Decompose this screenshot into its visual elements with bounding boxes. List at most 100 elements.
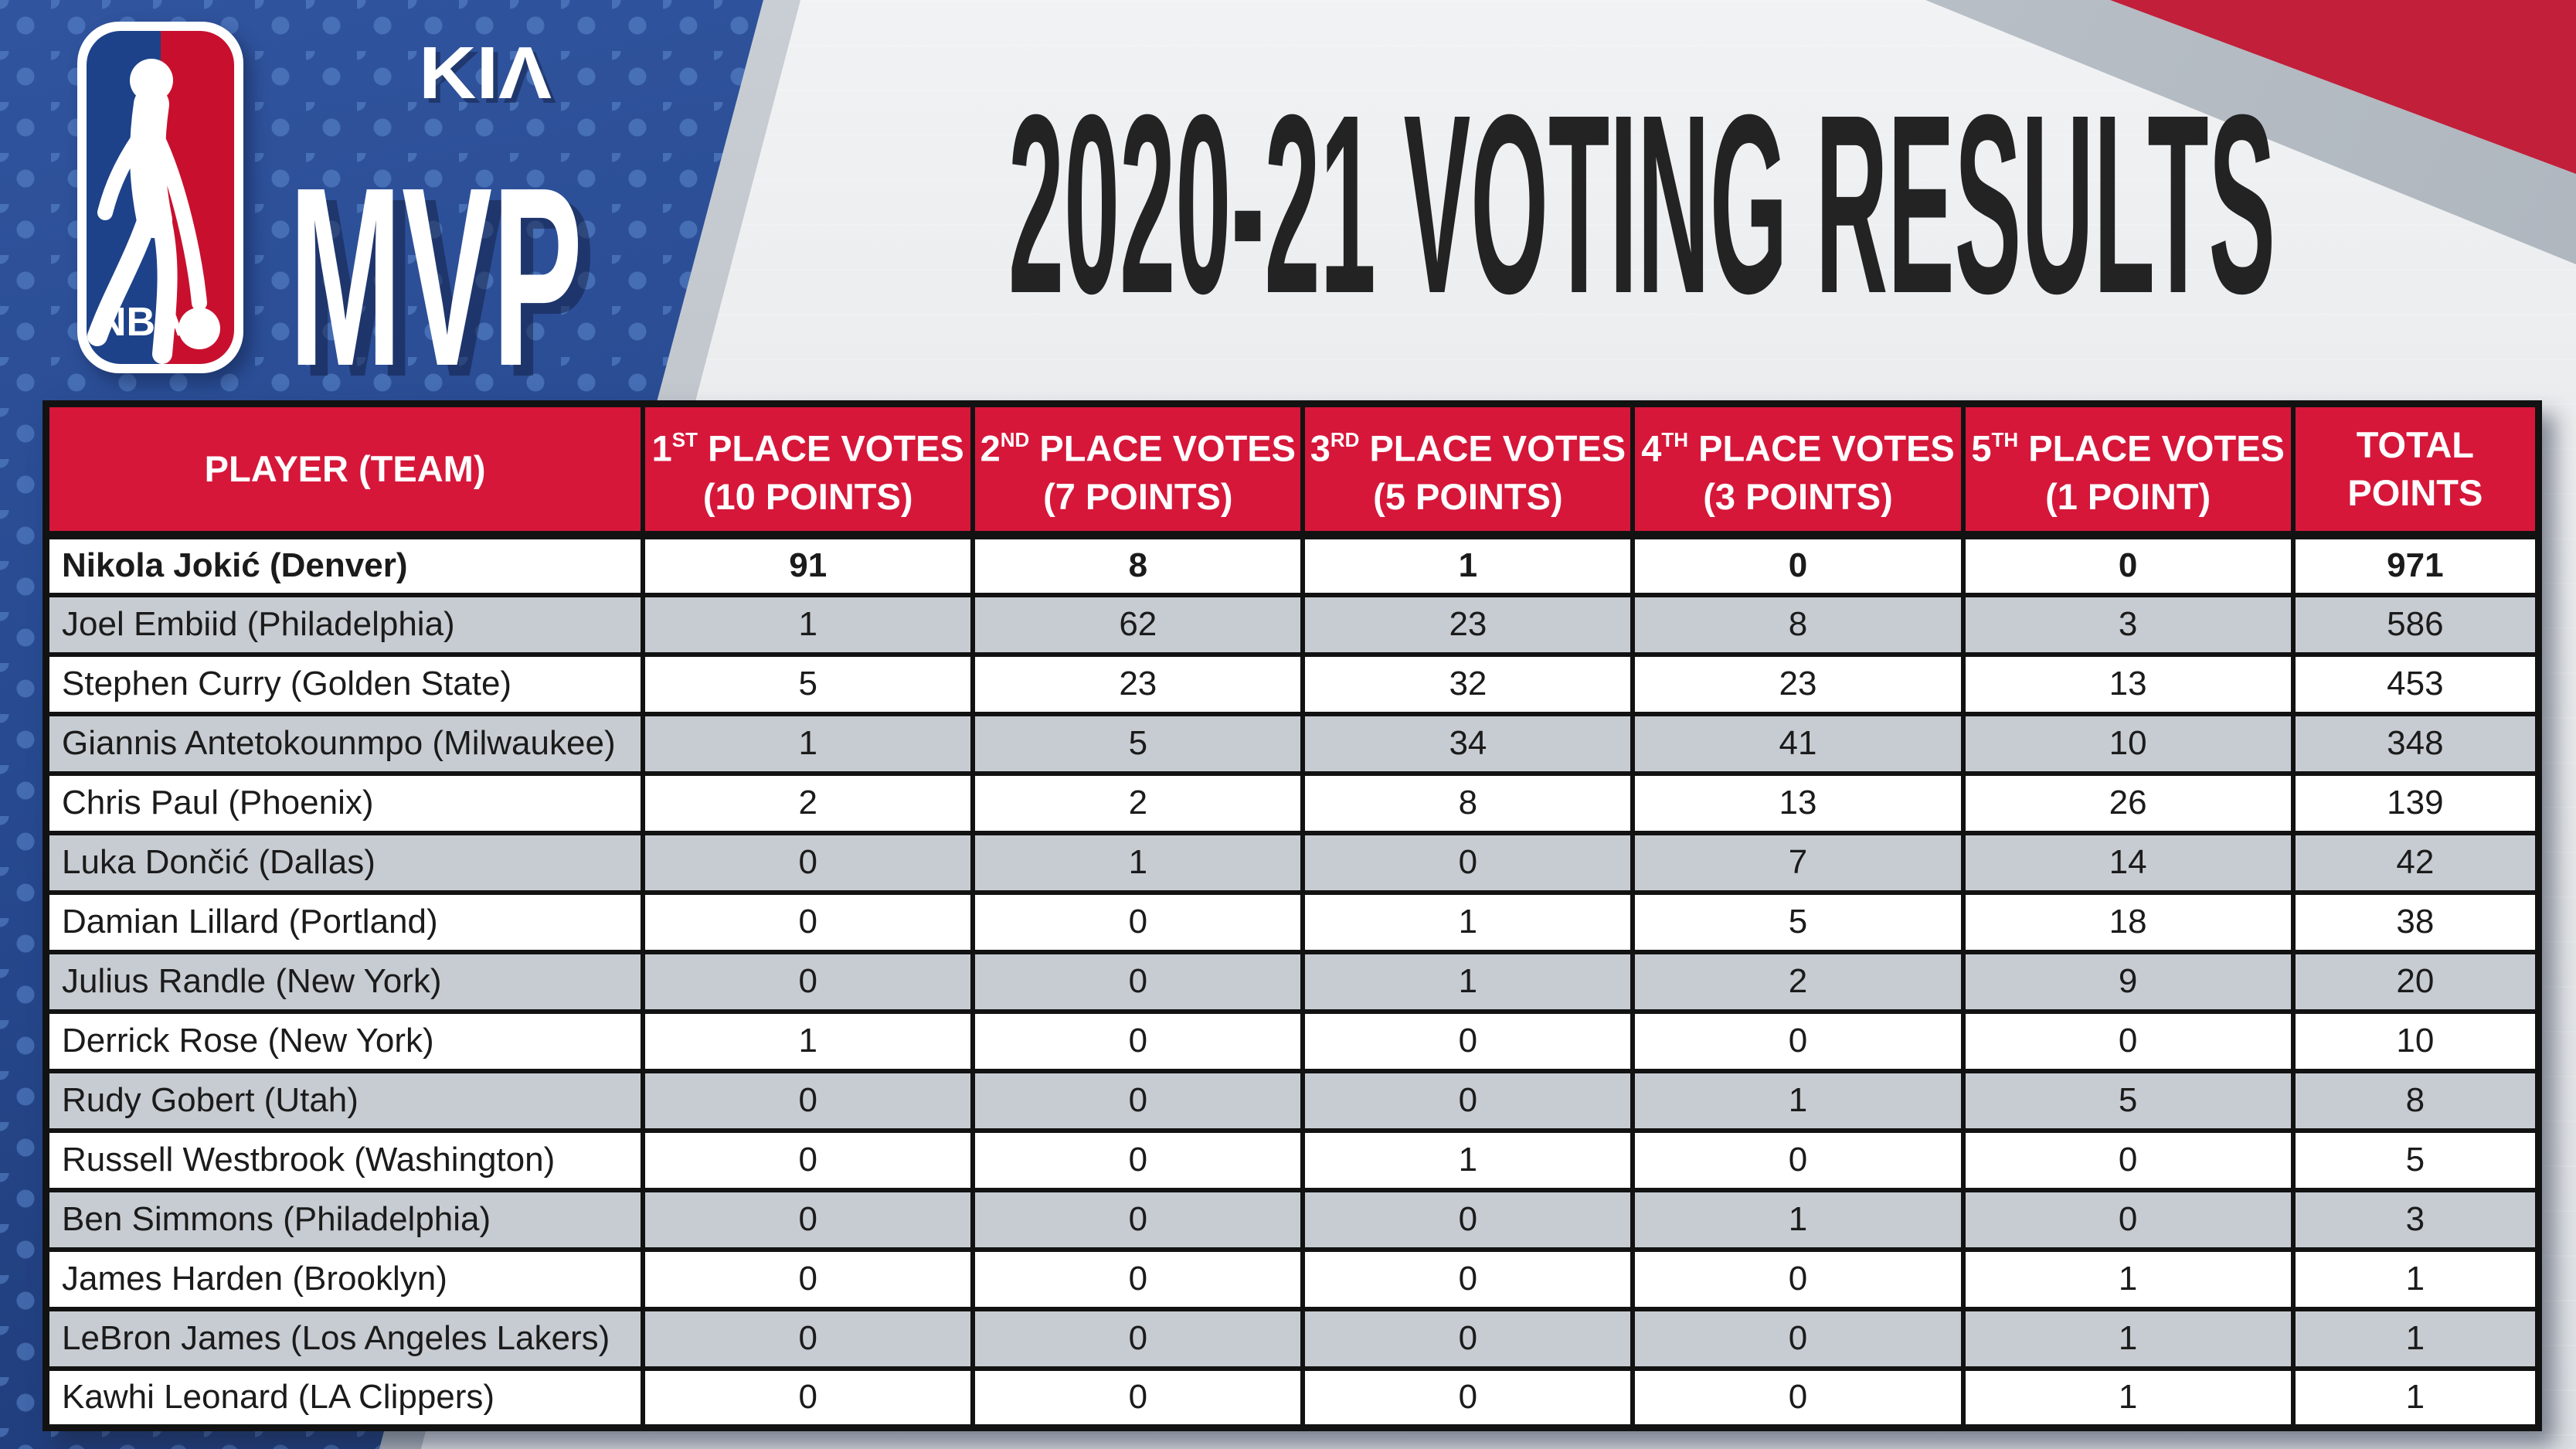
column-header: 3RD PLACE VOTES (5 POINTS) bbox=[1300, 401, 1636, 539]
votes-cell: 453 bbox=[2290, 651, 2541, 716]
votes-cell: 10 bbox=[2290, 1009, 2541, 1073]
votes-cell: 5 bbox=[641, 651, 976, 716]
votes-cell: 0 bbox=[970, 1247, 1306, 1311]
votes-cell: 8 bbox=[2290, 1068, 2541, 1133]
votes-cell: 5 bbox=[2290, 1128, 2541, 1192]
votes-cell: 0 bbox=[970, 889, 1306, 954]
table-row: Russell Westbrook (Washington) 0 0 1 0 0 5 bbox=[43, 1128, 2541, 1192]
votes-cell: 1 bbox=[970, 830, 1306, 895]
votes-cell: 0 bbox=[1300, 1068, 1636, 1133]
votes-cell: 0 bbox=[1960, 1009, 2296, 1073]
votes-cell: 1 bbox=[641, 592, 976, 657]
votes-cell: 0 bbox=[1300, 1366, 1636, 1430]
votes-cell: 0 bbox=[1630, 1306, 1966, 1371]
votes-cell: 3 bbox=[2290, 1187, 2541, 1252]
votes-cell: 42 bbox=[2290, 830, 2541, 895]
votes-cell: 26 bbox=[1960, 770, 2296, 835]
votes-cell: 1 bbox=[1300, 532, 1636, 597]
player-cell: Julius Randle (New York) bbox=[43, 949, 646, 1014]
votes-cell: 1 bbox=[2290, 1366, 2541, 1430]
votes-cell: 1 bbox=[1960, 1247, 2296, 1311]
votes-cell: 8 bbox=[1630, 592, 1966, 657]
column-header: TOTAL POINTS bbox=[2290, 401, 2541, 539]
votes-cell: 1 bbox=[2290, 1247, 2541, 1311]
kia-logo-text: KIΛ bbox=[419, 32, 552, 114]
table-row: LeBron James (Los Angeles Lakers) 0 0 0 0 1 1 bbox=[43, 1306, 2541, 1371]
votes-cell: 0 bbox=[641, 889, 976, 954]
player-cell: Derrick Rose (New York) bbox=[43, 1009, 646, 1073]
ordinal-superscript: ST bbox=[671, 428, 698, 452]
votes-cell: 0 bbox=[641, 1187, 976, 1252]
votes-cell: 32 bbox=[1300, 651, 1636, 716]
votes-cell: 0 bbox=[641, 949, 976, 1014]
votes-cell: 0 bbox=[1300, 1187, 1636, 1252]
ordinal-superscript: ND bbox=[1000, 428, 1030, 452]
table-row: Joel Embiid (Philadelphia) 1 62 23 8 3 586 bbox=[43, 592, 2541, 657]
votes-cell: 0 bbox=[970, 949, 1306, 1014]
player-cell: Kawhi Leonard (LA Clippers) bbox=[43, 1366, 646, 1430]
table-row: Chris Paul (Phoenix) 2 2 8 13 26 139 bbox=[43, 770, 2541, 835]
votes-cell: 971 bbox=[2290, 532, 2541, 597]
page-title-text: 2020-21 VOTING RESULTS bbox=[1008, 73, 2275, 328]
votes-cell: 0 bbox=[1960, 1128, 2296, 1192]
votes-cell: 0 bbox=[970, 1068, 1306, 1133]
votes-cell: 5 bbox=[1960, 1068, 2296, 1133]
votes-cell: 586 bbox=[2290, 592, 2541, 657]
votes-cell: 20 bbox=[2290, 949, 2541, 1014]
votes-cell: 2 bbox=[641, 770, 976, 835]
votes-cell: 0 bbox=[1960, 532, 2296, 597]
votes-cell: 13 bbox=[1960, 651, 2296, 716]
ordinal-superscript: TH bbox=[1661, 428, 1689, 452]
votes-cell: 0 bbox=[641, 1306, 976, 1371]
table-row: James Harden (Brooklyn) 0 0 0 0 1 1 bbox=[43, 1247, 2541, 1311]
votes-cell: 1 bbox=[2290, 1306, 2541, 1371]
player-cell: Damian Lillard (Portland) bbox=[43, 889, 646, 954]
votes-cell: 41 bbox=[1630, 711, 1966, 776]
player-cell: LeBron James (Los Angeles Lakers) bbox=[43, 1306, 646, 1371]
votes-cell: 2 bbox=[1630, 949, 1966, 1014]
kia-logo: KIΛ KIΛ bbox=[419, 32, 556, 119]
votes-cell: 0 bbox=[1300, 830, 1636, 895]
votes-cell: 38 bbox=[2290, 889, 2541, 954]
votes-cell: 5 bbox=[970, 711, 1306, 776]
player-cell: Nikola Jokić (Denver) bbox=[43, 532, 646, 597]
votes-cell: 7 bbox=[1630, 830, 1966, 895]
nba-logo-inner: NBA bbox=[87, 31, 234, 364]
ordinal-superscript: RD bbox=[1330, 428, 1360, 452]
player-cell: Stephen Curry (Golden State) bbox=[43, 651, 646, 716]
column-header: 1ST PLACE VOTES (10 POINTS) bbox=[641, 401, 976, 539]
player-cell: Ben Simmons (Philadelphia) bbox=[43, 1187, 646, 1252]
column-header: 2ND PLACE VOTES (7 POINTS) bbox=[970, 401, 1306, 539]
nba-logo-text: NBA bbox=[97, 300, 185, 345]
votes-cell: 348 bbox=[2290, 711, 2541, 776]
votes-cell: 0 bbox=[970, 1187, 1306, 1252]
table-row: Derrick Rose (New York) 1 0 0 0 0 10 bbox=[43, 1009, 2541, 1073]
votes-cell: 0 bbox=[1300, 1247, 1636, 1311]
page-title: 2020-21 VOTING RESULTS bbox=[1008, 73, 2275, 328]
votes-cell: 1 bbox=[641, 711, 976, 776]
voting-results-table: PLAYER (TEAM) 1ST PLACE VOTES (10 POINTS) 2… bbox=[42, 400, 2542, 1431]
kia-logo-shadow: KIΛ bbox=[423, 36, 556, 119]
table-row: Julius Randle (New York) 0 0 1 2 9 20 bbox=[43, 949, 2541, 1014]
votes-cell: 1 bbox=[1300, 1128, 1636, 1192]
player-cell: Chris Paul (Phoenix) bbox=[43, 770, 646, 835]
votes-cell: 0 bbox=[970, 1306, 1306, 1371]
votes-cell: 0 bbox=[970, 1009, 1306, 1073]
nba-player-silhouette-icon bbox=[87, 59, 220, 364]
player-cell: Russell Westbrook (Washington) bbox=[43, 1128, 646, 1192]
votes-cell: 0 bbox=[641, 1366, 976, 1430]
table-row: Luka Dončić (Dallas) 0 1 0 7 14 42 bbox=[43, 830, 2541, 895]
votes-cell: 0 bbox=[641, 1247, 976, 1311]
table-row: Damian Lillard (Portland) 0 0 1 5 18 38 bbox=[43, 889, 2541, 954]
table-row: Ben Simmons (Philadelphia) 0 0 0 1 0 3 bbox=[43, 1187, 2541, 1252]
table-row: Giannis Antetokounmpo (Milwaukee) 1 5 34 41 1… bbox=[43, 711, 2541, 776]
mvp-shadow: MVP bbox=[301, 175, 595, 399]
column-header: PLAYER (TEAM) bbox=[43, 401, 646, 539]
votes-cell: 2 bbox=[970, 770, 1306, 835]
player-cell: Giannis Antetokounmpo (Milwaukee) bbox=[43, 711, 646, 776]
votes-cell: 0 bbox=[970, 1366, 1306, 1430]
votes-cell: 10 bbox=[1960, 711, 2296, 776]
votes-cell: 23 bbox=[970, 651, 1306, 716]
votes-cell: 3 bbox=[1960, 592, 2296, 657]
